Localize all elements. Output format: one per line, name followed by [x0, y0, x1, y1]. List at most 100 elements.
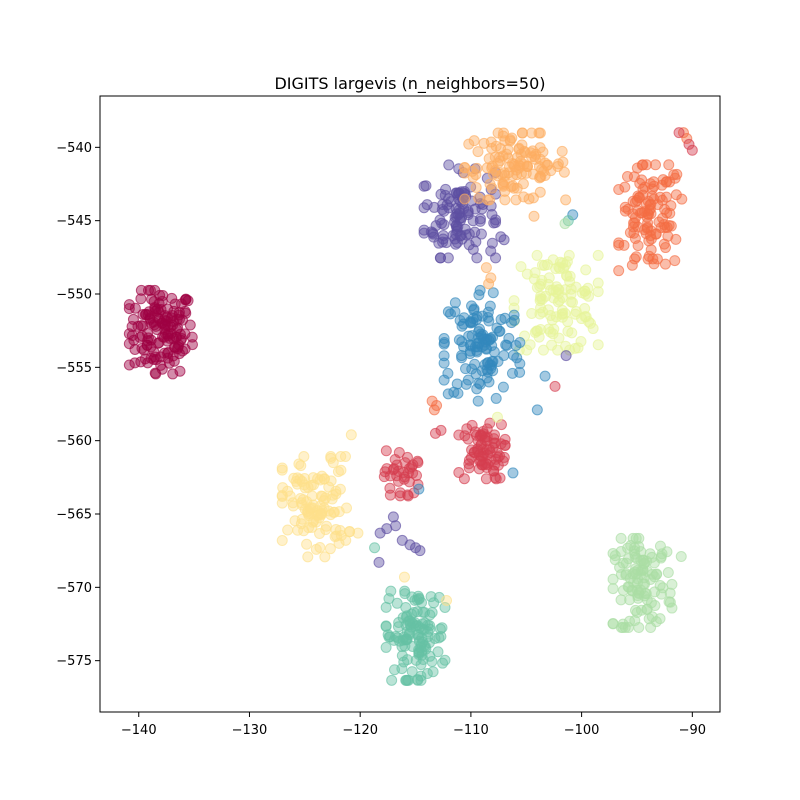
scatter-point [460, 378, 472, 390]
scatter-point [302, 481, 314, 493]
scatter-point [513, 142, 525, 154]
scatter-point [666, 602, 678, 614]
scatter-point [449, 297, 461, 309]
y-tick-label: −565 [56, 508, 92, 523]
scatter-point [378, 471, 390, 483]
scatter-point [154, 289, 166, 301]
scatter-point [445, 308, 456, 320]
scatter-point [637, 159, 649, 171]
scatter-point [620, 557, 632, 569]
scatter-point [136, 342, 148, 354]
scatter-point [619, 181, 631, 193]
scatter-point [487, 287, 499, 299]
scatter-point [669, 172, 681, 184]
scatter-point [380, 620, 392, 632]
scatter-point [180, 294, 192, 306]
scatter-point [592, 339, 604, 351]
scatter-point [485, 245, 497, 257]
scatter-point [380, 445, 392, 457]
scatter-point [627, 568, 639, 580]
scatter-point [592, 277, 604, 289]
scatter-point [406, 640, 418, 652]
scatter-point [345, 429, 357, 441]
scatter-point [369, 542, 381, 554]
scatter-point [428, 597, 440, 609]
scatter-point [417, 606, 429, 618]
scatter-point [650, 228, 662, 240]
scatter-point [390, 520, 402, 532]
scatter-point [546, 339, 558, 351]
scatter-point [531, 404, 543, 416]
scatter-point [315, 508, 327, 520]
scatter-point [629, 196, 641, 208]
scatter-point [384, 482, 396, 494]
scatter-point [168, 305, 180, 317]
scatter-point [145, 334, 157, 346]
scatter-point [296, 499, 308, 511]
scatter-point [381, 463, 393, 475]
scatter-point [558, 166, 570, 178]
scatter-point [515, 261, 527, 273]
scatter-point [497, 180, 509, 192]
scatter-point [528, 210, 540, 222]
scatter-point [387, 511, 399, 523]
scatter-point [416, 623, 428, 635]
y-tick-label: −560 [56, 434, 92, 449]
scatter-point [123, 303, 135, 315]
scatter-point [472, 146, 484, 158]
scatter-point [126, 320, 138, 332]
scatter-point [384, 631, 396, 643]
scatter-point [442, 367, 454, 379]
scatter-point [539, 157, 551, 169]
scatter-point [314, 528, 326, 540]
scatter-point [500, 339, 512, 351]
scatter-point [468, 304, 480, 316]
scatter-point [328, 506, 340, 518]
scatter-point [677, 127, 689, 139]
scatter-point [484, 447, 496, 459]
scatter-point [438, 357, 450, 369]
scatter-point [277, 482, 289, 494]
x-tick-label: −90 [679, 723, 706, 738]
scatter-point [323, 481, 335, 493]
scatter-point [592, 249, 604, 261]
scatter-point [469, 358, 481, 370]
scatter-point [686, 144, 698, 156]
scatter-point [427, 227, 439, 239]
scatter-point [459, 193, 471, 205]
scatter-point [566, 296, 578, 308]
scatter-point [401, 674, 413, 686]
chart-title: DIGITS largevis (n_neighbors=50) [274, 74, 545, 94]
scatter-point [397, 612, 409, 624]
scatter-point [483, 315, 495, 327]
scatter-point [657, 582, 669, 594]
scatter-point [634, 177, 646, 189]
scatter-point [341, 502, 353, 514]
scatter-point [282, 524, 294, 536]
scatter-point [478, 137, 490, 149]
scatter-point [123, 359, 135, 371]
scatter-point [609, 550, 621, 562]
scatter-point [167, 368, 179, 380]
scatter-point [524, 339, 536, 351]
scatter-point [419, 641, 431, 653]
scatter-point [427, 666, 439, 678]
scatter-point [176, 314, 188, 326]
scatter-point [458, 473, 470, 485]
scatter-point [660, 242, 672, 254]
scatter-point [619, 622, 631, 634]
scatter-point [438, 374, 450, 386]
scatter-point [325, 475, 337, 487]
scatter-point [506, 367, 518, 379]
scatter-point [630, 251, 642, 263]
scatter-point [437, 657, 449, 669]
scatter-point [673, 127, 685, 139]
scatter-point [398, 631, 410, 643]
scatter-point [531, 249, 543, 261]
scatter-point [583, 316, 595, 328]
scatter-point [326, 493, 338, 505]
scatter-point [334, 524, 346, 536]
scatter-point [561, 256, 573, 268]
scatter-point [486, 162, 498, 174]
